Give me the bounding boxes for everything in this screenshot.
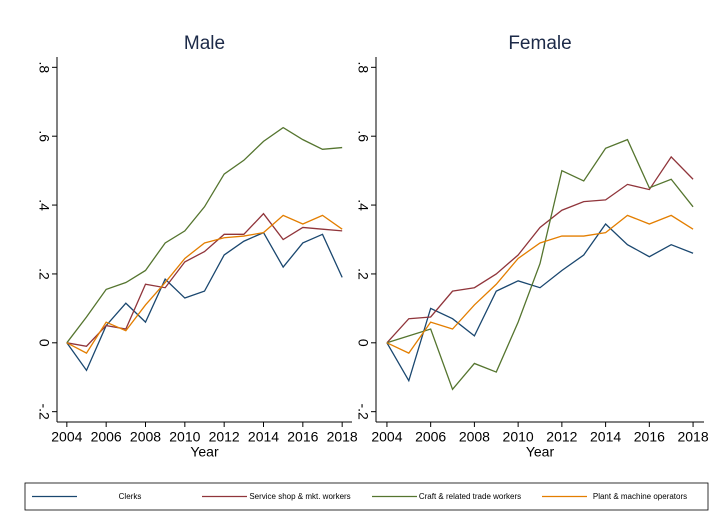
y-tick-label: .6 bbox=[36, 130, 52, 142]
series-line bbox=[386, 155, 694, 344]
panel-title: Female bbox=[508, 33, 571, 54]
x-tick-label: 2008 bbox=[130, 429, 161, 445]
y-tick-label: .4 bbox=[36, 199, 52, 211]
y-tick-label: 0 bbox=[355, 339, 371, 347]
series-line bbox=[386, 223, 694, 383]
x-axis-label: Year bbox=[190, 444, 219, 460]
x-tick-label: 2010 bbox=[169, 429, 200, 445]
y-tick-label: .6 bbox=[355, 130, 371, 142]
x-tick-label: 2006 bbox=[91, 429, 122, 445]
series-line bbox=[66, 212, 343, 347]
y-tick-label: .2 bbox=[36, 268, 52, 280]
x-tick-label: 2004 bbox=[371, 429, 402, 445]
x-tick-label: 2016 bbox=[287, 429, 318, 445]
y-tick-label: .2 bbox=[355, 268, 371, 280]
legend-box bbox=[24, 482, 709, 511]
x-axis-label: Year bbox=[526, 444, 555, 460]
legend-label: Clerks bbox=[119, 492, 142, 501]
legend-label: Service shop & mkt. workers bbox=[249, 492, 350, 501]
x-tick-label: 2018 bbox=[677, 429, 708, 445]
y-tick-label: .4 bbox=[355, 199, 371, 211]
x-tick-label: 2016 bbox=[634, 429, 665, 445]
x-tick-label: 2014 bbox=[590, 429, 621, 445]
x-tick-label: 2014 bbox=[248, 429, 279, 445]
panel-title: Male bbox=[184, 33, 225, 54]
x-tick-label: 2018 bbox=[327, 429, 358, 445]
series-line bbox=[386, 214, 694, 354]
series-line bbox=[386, 138, 694, 391]
x-tick-label: 2006 bbox=[415, 429, 446, 445]
x-tick-label: 2004 bbox=[51, 429, 82, 445]
series-line bbox=[66, 126, 343, 344]
series-line bbox=[66, 214, 343, 354]
y-tick-label: .8 bbox=[36, 61, 52, 73]
series-line bbox=[66, 231, 343, 372]
x-tick-label: 2012 bbox=[209, 429, 240, 445]
y-tick-label: -.2 bbox=[36, 403, 52, 420]
y-tick-label: 0 bbox=[36, 339, 52, 347]
legend-label: Craft & related trade workers bbox=[419, 492, 521, 501]
y-tick-label: -.2 bbox=[355, 403, 371, 420]
y-tick-label: .8 bbox=[355, 61, 371, 73]
x-tick-label: 2010 bbox=[503, 429, 534, 445]
x-tick-label: 2008 bbox=[459, 429, 490, 445]
legend-label: Plant & machine operators bbox=[593, 492, 687, 501]
x-tick-label: 2012 bbox=[546, 429, 577, 445]
